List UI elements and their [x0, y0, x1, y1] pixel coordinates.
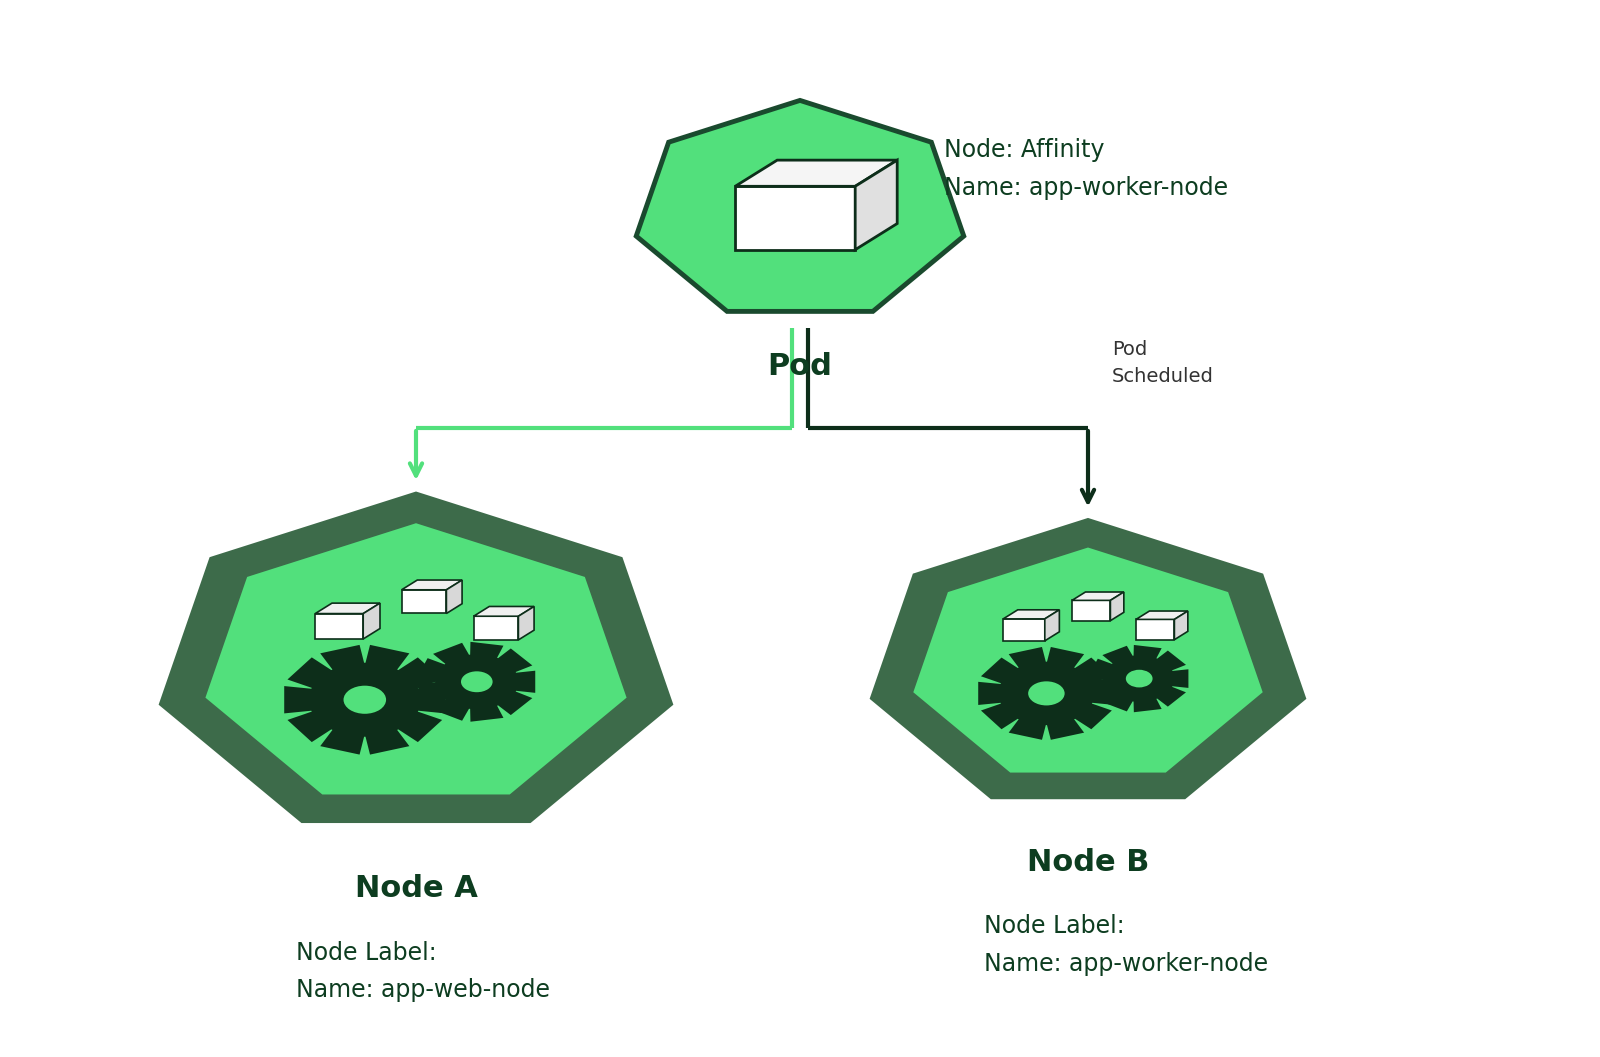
Polygon shape: [914, 548, 1262, 773]
Polygon shape: [1003, 619, 1045, 641]
Polygon shape: [474, 607, 534, 616]
Polygon shape: [474, 616, 518, 639]
Polygon shape: [736, 160, 898, 186]
Circle shape: [1126, 670, 1152, 687]
Polygon shape: [870, 518, 1306, 799]
Polygon shape: [1136, 619, 1174, 639]
Polygon shape: [402, 580, 462, 590]
Polygon shape: [205, 523, 627, 795]
Polygon shape: [1110, 592, 1123, 620]
Text: Node A: Node A: [355, 874, 477, 903]
Text: Pod: Pod: [768, 352, 832, 381]
Polygon shape: [1003, 610, 1059, 619]
Polygon shape: [416, 642, 536, 722]
Polygon shape: [1072, 600, 1110, 620]
Circle shape: [344, 686, 386, 713]
Polygon shape: [315, 613, 363, 638]
Polygon shape: [854, 160, 898, 249]
Polygon shape: [1174, 611, 1187, 639]
Text: Node B: Node B: [1027, 848, 1149, 876]
Text: Pod
Scheduled: Pod Scheduled: [1112, 340, 1214, 386]
Polygon shape: [1088, 645, 1189, 712]
Polygon shape: [978, 647, 1115, 740]
Polygon shape: [1072, 592, 1123, 600]
Polygon shape: [285, 645, 445, 755]
Polygon shape: [315, 604, 381, 613]
Text: Node: Affinity
Name: app-worker-node: Node: Affinity Name: app-worker-node: [944, 138, 1229, 200]
Circle shape: [461, 671, 493, 692]
Polygon shape: [1045, 610, 1059, 641]
Polygon shape: [402, 590, 446, 613]
Circle shape: [1029, 682, 1064, 705]
Polygon shape: [158, 492, 674, 823]
Text: Node Label:
Name: app-worker-node: Node Label: Name: app-worker-node: [984, 914, 1269, 976]
Polygon shape: [518, 607, 534, 639]
Polygon shape: [637, 100, 963, 312]
Polygon shape: [1136, 611, 1187, 619]
Text: Node Label:
Name: app-web-node: Node Label: Name: app-web-node: [296, 941, 550, 1002]
Polygon shape: [446, 580, 462, 613]
Polygon shape: [363, 604, 381, 638]
Polygon shape: [736, 186, 854, 249]
